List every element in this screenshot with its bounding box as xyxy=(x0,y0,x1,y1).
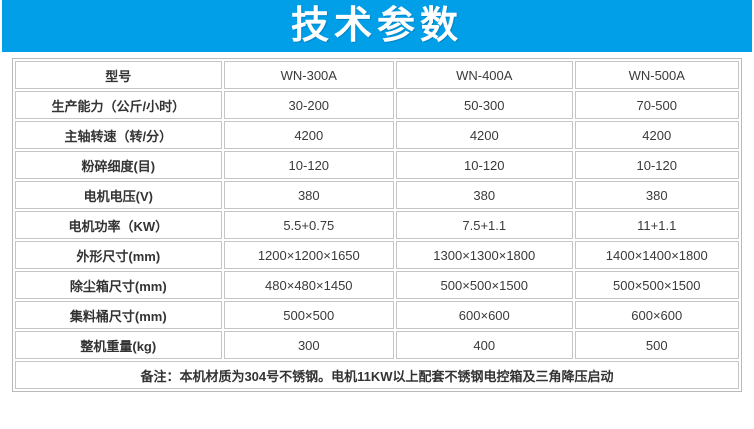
header-model-wn400a: WN-400A xyxy=(396,61,573,89)
banner-title: 技术参数 xyxy=(290,5,463,47)
table-row: 主轴转速（转/分） 4200 4200 4200 xyxy=(15,121,739,149)
cell-value: 1400×1400×1800 xyxy=(574,241,739,269)
cell-value: 380 xyxy=(396,181,573,209)
header-model-wn500a: WN-500A xyxy=(574,61,739,89)
cell-value: 500×500×1500 xyxy=(396,271,573,299)
cell-value: 10-120 xyxy=(574,151,739,179)
cell-value: 600×600 xyxy=(396,301,573,329)
header-model-wn300a: WN-300A xyxy=(223,61,395,89)
header-model-label: 型号 xyxy=(15,61,222,89)
table-note: 备注：本机材质为304号不锈钢。电机11KW以上配套不锈钢电控箱及三角降压启动 xyxy=(15,361,739,389)
cell-value: 11+1.1 xyxy=(574,211,739,239)
cell-value: 480×480×1450 xyxy=(223,271,395,299)
cell-value: 500 xyxy=(574,331,739,359)
cell-value: 30-200 xyxy=(223,91,395,119)
table-note-row: 备注：本机材质为304号不锈钢。电机11KW以上配套不锈钢电控箱及三角降压启动 xyxy=(15,361,739,389)
cell-value: 4200 xyxy=(223,121,395,149)
row-label-motor-power: 电机功率（KW） xyxy=(15,211,222,239)
cell-value: 50-300 xyxy=(396,91,573,119)
table-row: 外形尺寸(mm) 1200×1200×1650 1300×1300×1800 1… xyxy=(15,241,739,269)
cell-value: 500×500 xyxy=(223,301,395,329)
table-row: 集料桶尺寸(mm) 500×500 600×600 600×600 xyxy=(15,301,739,329)
cell-value: 400 xyxy=(396,331,573,359)
table-row: 除尘箱尺寸(mm) 480×480×1450 500×500×1500 500×… xyxy=(15,271,739,299)
row-label-dust-box-size: 除尘箱尺寸(mm) xyxy=(15,271,222,299)
cell-value: 10-120 xyxy=(396,151,573,179)
table-row: 生产能力（公斤/小时） 30-200 50-300 70-500 xyxy=(15,91,739,119)
cell-value: 7.5+1.1 xyxy=(396,211,573,239)
row-label-spindle-speed: 主轴转速（转/分） xyxy=(15,121,222,149)
section-banner: 技术参数 xyxy=(2,0,752,52)
cell-value: 380 xyxy=(574,181,739,209)
table-header-row: 型号 WN-300A WN-400A WN-500A xyxy=(15,61,739,89)
cell-value: 70-500 xyxy=(574,91,739,119)
cell-value: 600×600 xyxy=(574,301,739,329)
row-label-capacity: 生产能力（公斤/小时） xyxy=(15,91,222,119)
cell-value: 4200 xyxy=(574,121,739,149)
row-label-voltage: 电机电压(V) xyxy=(15,181,222,209)
cell-value: 1200×1200×1650 xyxy=(223,241,395,269)
cell-value: 5.5+0.75 xyxy=(223,211,395,239)
cell-value: 500×500×1500 xyxy=(574,271,739,299)
spec-table: 型号 WN-300A WN-400A WN-500A 生产能力（公斤/小时） 3… xyxy=(12,58,742,392)
row-label-fineness: 粉碎细度(目) xyxy=(15,151,222,179)
cell-value: 1300×1300×1800 xyxy=(396,241,573,269)
cell-value: 10-120 xyxy=(223,151,395,179)
table-row: 电机电压(V) 380 380 380 xyxy=(15,181,739,209)
cell-value: 300 xyxy=(223,331,395,359)
cell-value: 4200 xyxy=(396,121,573,149)
row-label-outer-dimensions: 外形尺寸(mm) xyxy=(15,241,222,269)
table-row: 粉碎细度(目) 10-120 10-120 10-120 xyxy=(15,151,739,179)
row-label-collection-barrel-size: 集料桶尺寸(mm) xyxy=(15,301,222,329)
row-label-machine-weight: 整机重量(kg) xyxy=(15,331,222,359)
table-row: 整机重量(kg) 300 400 500 xyxy=(15,331,739,359)
table-row: 电机功率（KW） 5.5+0.75 7.5+1.1 11+1.1 xyxy=(15,211,739,239)
cell-value: 380 xyxy=(223,181,395,209)
